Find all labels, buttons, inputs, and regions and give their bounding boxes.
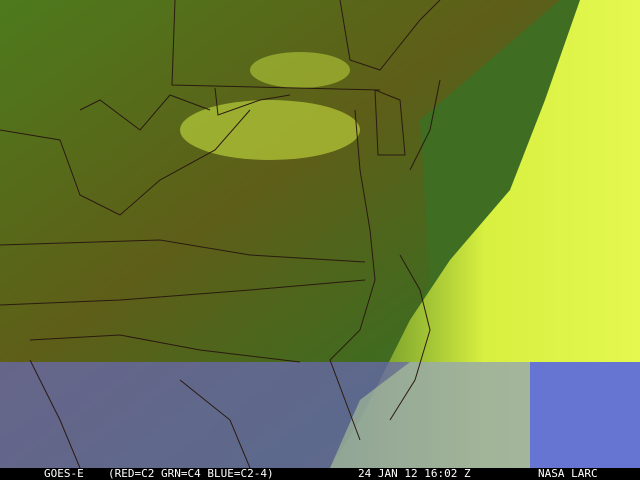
satellite-label: GOES-E bbox=[44, 467, 84, 480]
state-borders bbox=[0, 0, 441, 468]
credit-label: NASA LARC bbox=[538, 467, 598, 480]
datetime-label: 24 JAN 12 16:02 Z bbox=[358, 467, 471, 480]
channel-label: (RED=C2 GRN=C4 BLUE=C2-4) bbox=[108, 467, 274, 480]
satellite-imagery bbox=[0, 0, 640, 468]
cloud-patch bbox=[180, 100, 360, 160]
cloud-patch bbox=[250, 52, 350, 88]
caption-bar: GOES-E (RED=C2 GRN=C4 BLUE=C2-4) 24 JAN … bbox=[0, 468, 640, 480]
cloud-band bbox=[330, 0, 640, 468]
ocean-blue bbox=[530, 362, 640, 468]
